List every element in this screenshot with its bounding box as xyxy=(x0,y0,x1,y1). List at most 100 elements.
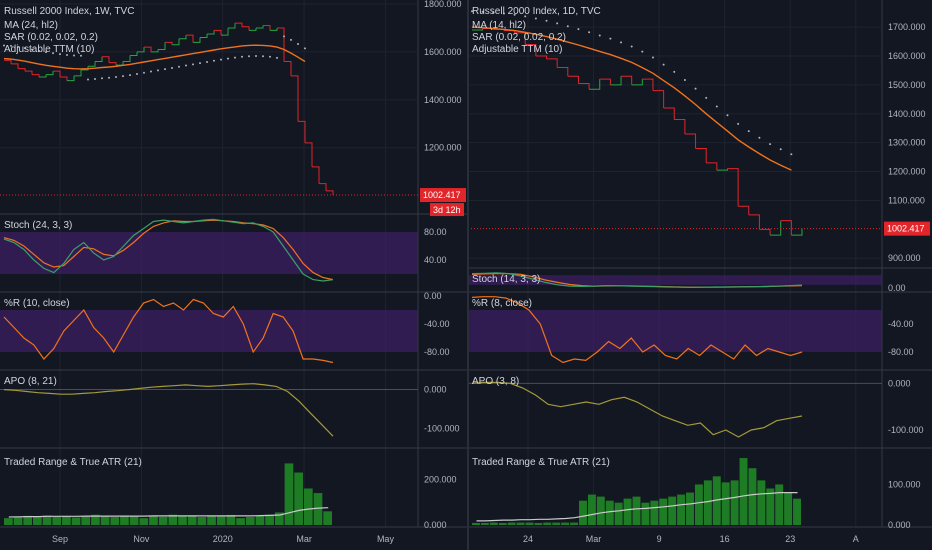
right-atr-bar xyxy=(543,522,552,525)
right-atr-bar xyxy=(632,496,641,525)
left-atr-bar xyxy=(158,516,168,525)
right-atr-bar xyxy=(579,500,587,525)
left-atr-bar xyxy=(100,515,110,525)
left-last-price-tag xyxy=(420,188,466,203)
right-price-y-tick: 1700.000 xyxy=(888,22,926,32)
left-apo-y-tick: -100.000 xyxy=(424,423,460,433)
left-price-bar xyxy=(305,142,313,167)
right-sar-dot xyxy=(758,136,761,139)
right-sar-dot xyxy=(588,31,591,34)
left-price-bar xyxy=(242,26,250,31)
right-atr-bar xyxy=(623,498,632,525)
left-atr-bar xyxy=(110,517,120,525)
right-price-y-tick: 1600.000 xyxy=(888,51,926,61)
left-indicator-label: SAR (0.02, 0.02, 0.2) xyxy=(4,32,98,43)
left-price-bar xyxy=(151,49,159,53)
right-sar-dot xyxy=(769,143,772,146)
left-sar-dot xyxy=(185,64,187,67)
left-atr-bar xyxy=(42,515,52,525)
right-stoch-band xyxy=(468,275,882,285)
left-price-bar xyxy=(200,33,208,39)
left-price-bar xyxy=(123,55,131,62)
right-sar-dot xyxy=(502,12,505,15)
left-atr-bar xyxy=(274,512,284,525)
right-price-bar xyxy=(546,58,558,68)
right-atr-y-tick: 100.000 xyxy=(888,479,921,489)
right-apo-y-tick: -100.000 xyxy=(888,425,924,435)
right-price-bar xyxy=(738,205,750,215)
left-atr-label: Traded Range & True ATR (21) xyxy=(4,457,142,468)
right-x-tick-label: Mar xyxy=(586,534,602,544)
left-sar-dot xyxy=(17,45,19,48)
right-atr-bar xyxy=(489,522,498,525)
left-sar-dot xyxy=(108,76,110,79)
right-apo-label: APO (3, 8) xyxy=(472,376,519,387)
right-atr-bar xyxy=(641,502,650,525)
left-apo-label: APO (8, 21) xyxy=(4,376,57,387)
right-atr-label: Traded Range & True ATR (21) xyxy=(472,457,610,468)
left-x-tick-label: Nov xyxy=(133,534,150,544)
right-sar-dot xyxy=(683,78,686,81)
right-price-bar xyxy=(695,147,707,163)
right-x-tick-label: 24 xyxy=(523,534,533,544)
left-last-price-text: 1002.417 xyxy=(423,190,461,200)
left-atr-bar xyxy=(207,515,216,525)
right-atr-bar xyxy=(703,480,712,525)
left-price-y-tick: 1600.000 xyxy=(424,47,462,57)
left-atr-y-tick: 0.000 xyxy=(424,520,447,530)
right-price-bar xyxy=(578,82,590,90)
left-price-bar xyxy=(165,41,173,45)
right-x-tick-label: 23 xyxy=(785,534,795,544)
left-sar-dot xyxy=(206,60,208,63)
left-sar-dot xyxy=(262,55,264,58)
left-price-bar xyxy=(207,30,215,35)
left-wr-y-tick: -40.00 xyxy=(424,319,450,329)
right-wr-band xyxy=(468,310,882,352)
left-atr-bar xyxy=(139,518,149,525)
left-stoch-y-tick: 40.00 xyxy=(424,255,447,265)
left-price-bar xyxy=(32,74,40,78)
left-atr-bar xyxy=(187,515,197,525)
right-atr-bar xyxy=(784,492,793,525)
left-sar-dot xyxy=(143,71,145,74)
left-price-bar xyxy=(53,70,61,78)
left-x-tick-label: Mar xyxy=(296,534,312,544)
right-sar-dot xyxy=(630,45,633,48)
left-price-bar xyxy=(186,34,194,43)
left-wr-y-tick: -80.00 xyxy=(424,347,450,357)
right-price-y-tick: 1200.000 xyxy=(888,167,926,177)
left-sar-dot xyxy=(101,77,103,80)
left-price-bar xyxy=(60,76,68,81)
left-price-bar xyxy=(179,35,187,40)
right-price-bar xyxy=(770,220,782,236)
left-atr-bar xyxy=(216,516,226,525)
right-atr-bar xyxy=(757,480,766,525)
left-price-bar xyxy=(67,75,75,82)
right-price-bar xyxy=(589,79,601,90)
right-sar-dot xyxy=(737,122,740,125)
left-countdown-tag xyxy=(430,203,464,217)
left-price-bar xyxy=(95,56,103,62)
right-sar-dot xyxy=(534,17,537,20)
left-atr-bar xyxy=(313,493,323,525)
right-sar-dot xyxy=(545,19,548,22)
right-atr-bar xyxy=(793,498,801,525)
left-price-bar xyxy=(298,120,306,143)
left-indicator-label: MA (24, hl2) xyxy=(4,20,58,31)
right-sar-dot xyxy=(492,11,495,14)
right-apo-y-tick: 0.000 xyxy=(888,378,911,388)
left-sar-dot xyxy=(115,76,117,79)
left-sar-dot xyxy=(290,38,292,41)
right-sar-dot xyxy=(471,10,473,13)
left-price-bar xyxy=(235,22,243,27)
right-price-bar xyxy=(610,76,622,86)
left-price-bar xyxy=(263,25,271,31)
left-price-bar xyxy=(88,61,96,67)
left-price-bar xyxy=(39,74,47,78)
left-stoch-d-line xyxy=(3,219,334,281)
left-price-bar xyxy=(291,75,299,122)
right-ma-line xyxy=(471,26,792,171)
right-sar-dot xyxy=(662,63,665,66)
right-sar-dot xyxy=(609,37,612,40)
left-atr-bar xyxy=(168,514,178,525)
